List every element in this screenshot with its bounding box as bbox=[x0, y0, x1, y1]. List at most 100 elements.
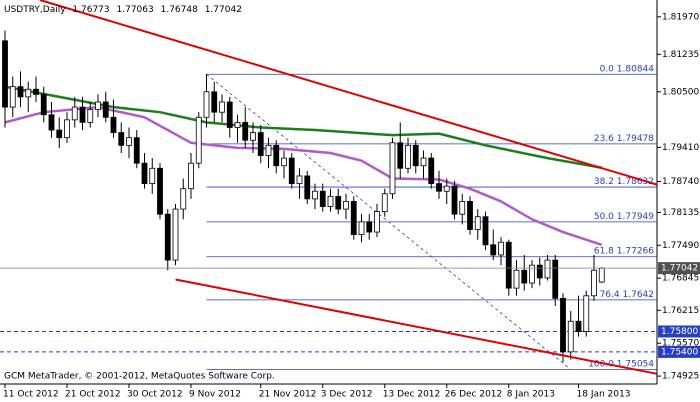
header-value: 1.77063 bbox=[117, 5, 154, 15]
candle-body bbox=[513, 269, 520, 289]
x-tick-label: 13 Dec 2012 bbox=[383, 390, 441, 400]
candle-body bbox=[343, 201, 349, 210]
candle-body bbox=[2, 40, 8, 108]
fib-price: 1.78632 bbox=[617, 177, 654, 187]
candle-body bbox=[102, 101, 109, 118]
candle-body bbox=[567, 320, 574, 353]
level-label: 1.75400 bbox=[661, 347, 698, 357]
level-box bbox=[658, 345, 700, 358]
y-tick-label: 1.81235 bbox=[662, 50, 699, 60]
fib-label: 61.8 1.77266 bbox=[594, 246, 654, 256]
candle-body bbox=[126, 137, 132, 146]
candle-body bbox=[412, 144, 419, 167]
x-tick-label: 30 Oct 2012 bbox=[127, 390, 183, 400]
fib-ratio: 38.2 bbox=[594, 177, 614, 187]
candle-body bbox=[33, 88, 39, 95]
fib-price: 1.77266 bbox=[617, 246, 654, 256]
y-tick-label: 1.77490 bbox=[662, 241, 699, 251]
fib-ratio: 0.0 bbox=[600, 64, 615, 74]
footer: GCM MetaTrader, © 2001-2012, MetaQuotes … bbox=[4, 372, 275, 382]
x-tick-label: 11 Oct 2012 bbox=[3, 390, 59, 400]
candle-body bbox=[64, 119, 70, 139]
candle-body bbox=[312, 190, 318, 200]
candle-body bbox=[180, 188, 187, 210]
candle-body bbox=[219, 101, 225, 113]
candle-body bbox=[397, 142, 404, 169]
candle-body bbox=[257, 132, 264, 156]
candle-body bbox=[381, 193, 388, 213]
candle-body bbox=[451, 185, 458, 215]
candle-body bbox=[327, 195, 334, 207]
candle-body bbox=[265, 144, 272, 156]
candle-body bbox=[296, 175, 303, 184]
level-label: 1.75800 bbox=[661, 327, 698, 337]
candle-body bbox=[560, 297, 566, 353]
header-value: 1.76773 bbox=[72, 5, 109, 15]
candle-body bbox=[234, 121, 241, 128]
candle-body bbox=[273, 144, 280, 167]
header-value: 1.76748 bbox=[161, 5, 198, 15]
y-tick-label: 1.76845 bbox=[662, 274, 699, 284]
x-tick-label: 21 Oct 2012 bbox=[65, 390, 121, 400]
candle-body bbox=[536, 264, 543, 279]
candle-body bbox=[25, 88, 32, 98]
fib-price: 1.7642 bbox=[623, 289, 655, 299]
fib-ratio: 23.6 bbox=[594, 133, 614, 143]
x-tick-label: 8 Jan 2013 bbox=[507, 390, 555, 400]
candle-body bbox=[490, 244, 497, 256]
candle-body bbox=[87, 109, 94, 123]
candle-body bbox=[110, 116, 117, 133]
candle-body bbox=[250, 132, 256, 141]
candle-body bbox=[118, 132, 125, 146]
candle-body bbox=[9, 86, 16, 108]
y-tick-label: 1.80500 bbox=[662, 87, 699, 97]
candle-body bbox=[157, 167, 163, 215]
fib-price: 1.77949 bbox=[617, 211, 654, 221]
candle-body bbox=[459, 201, 466, 215]
fib-ratio: 50.0 bbox=[594, 211, 614, 221]
x-tick-label: 18 Jan 2013 bbox=[577, 390, 631, 400]
candle-body bbox=[319, 190, 326, 207]
level-box bbox=[658, 325, 700, 338]
x-tick-label: 3 Dec 2012 bbox=[321, 390, 373, 400]
fib-label: 100.0 1.75054 bbox=[588, 359, 654, 369]
candle-body bbox=[188, 162, 194, 190]
fib-ratio: 100.0 bbox=[588, 359, 614, 369]
y-tick-label: 1.78135 bbox=[662, 208, 699, 218]
candle-body bbox=[521, 269, 528, 284]
fib-label: 76.4 1.7642 bbox=[600, 289, 654, 299]
candle-body bbox=[79, 106, 86, 123]
candle-body bbox=[591, 269, 597, 297]
candle-body bbox=[389, 142, 396, 195]
candle-body bbox=[366, 221, 373, 233]
candle-body bbox=[48, 114, 55, 131]
candle-body bbox=[544, 259, 551, 279]
candle-body bbox=[428, 157, 435, 184]
fib-price: 1.79478 bbox=[617, 133, 654, 143]
candle-body bbox=[529, 264, 535, 284]
fib-price: 1.80844 bbox=[617, 64, 654, 74]
candle-body bbox=[288, 157, 295, 184]
candle-body bbox=[474, 216, 481, 230]
candle-body bbox=[17, 86, 24, 98]
symbol: USDTRY,Daily bbox=[4, 5, 66, 15]
chart-header: USDTRY,Daily 1.76773 1.77063 1.76748 1.7… bbox=[4, 5, 242, 15]
candle-body bbox=[281, 157, 287, 167]
candle-body bbox=[374, 211, 380, 233]
candle-body bbox=[436, 183, 442, 192]
candle-body bbox=[211, 91, 218, 113]
candle-body bbox=[133, 137, 140, 164]
price-label: 1.77042 bbox=[661, 264, 698, 274]
y-tick-label: 1.79410 bbox=[662, 143, 699, 153]
y-tick-label: 1.78740 bbox=[662, 177, 699, 187]
candle-body bbox=[242, 121, 249, 141]
fib-label: 38.2 1.78632 bbox=[594, 177, 654, 187]
fib-ratio: 61.8 bbox=[594, 246, 614, 256]
candle-body bbox=[149, 167, 156, 184]
plot: 0.0 1.80844 23.6 1.79478 38.2 1.78632 50.0 … bbox=[0, 0, 658, 375]
x-tick-label: 21 Nov 2012 bbox=[259, 390, 317, 400]
candle-body bbox=[95, 101, 101, 111]
candle-body bbox=[226, 101, 233, 128]
